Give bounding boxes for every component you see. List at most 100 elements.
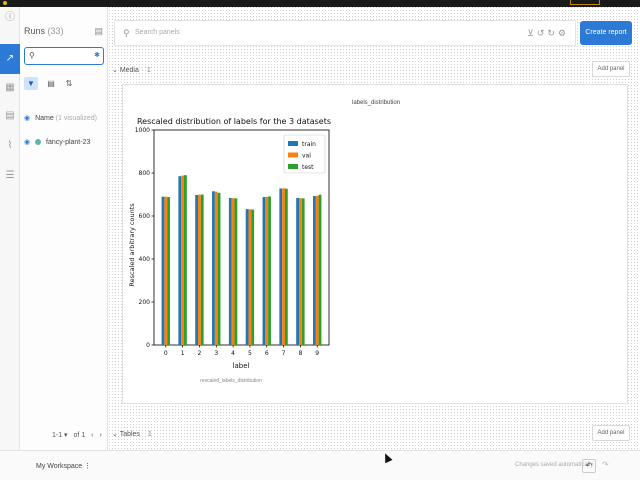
chevron-down-icon[interactable]: ⌄ <box>112 67 120 74</box>
bar-train-7 <box>279 188 283 345</box>
bar-test-2 <box>200 194 204 345</box>
x-tick-label: 1 <box>181 350 185 357</box>
bar-val-2 <box>198 194 201 345</box>
account-tab[interactable] <box>570 0 600 5</box>
bar-val-0 <box>164 196 168 345</box>
more-icon[interactable]: ⋮ <box>84 463 92 470</box>
y-tick-label: 1000 <box>135 127 150 134</box>
eye-icon[interactable]: ◉ <box>24 115 31 122</box>
charts-icon[interactable]: ↗ <box>0 44 20 74</box>
left-nav-rail: ⓘ ↗ ▦ ▤ ⌇ ☰ <box>0 7 20 450</box>
runs-sidebar: Runs (33) ▤ ⚲ ✱ ▼ ▤ ⇅ ◉ Name (1 visualiz… <box>20 7 108 450</box>
bar-test-8 <box>301 198 305 345</box>
media-panel[interactable]: labels_distribution Rescaled distributio… <box>122 84 628 404</box>
create-report-button[interactable]: Create report <box>580 21 632 45</box>
bar-test-9 <box>318 194 322 345</box>
bar-train-0 <box>161 196 165 345</box>
bar-val-1 <box>181 175 185 345</box>
bar-val-9 <box>315 195 319 345</box>
y-tick-label: 200 <box>139 299 151 306</box>
tables-section-header[interactable]: ⌄ Tables 1 <box>112 430 152 438</box>
bar-test-5 <box>251 209 255 345</box>
eye-icon[interactable]: ◉ <box>24 139 31 146</box>
legend-swatch-test <box>288 164 298 169</box>
bar-train-9 <box>313 196 316 345</box>
database-icon[interactable]: ☰ <box>5 170 15 181</box>
legend-swatch-val <box>288 152 298 158</box>
bar-train-2 <box>195 194 199 345</box>
sort-icon[interactable]: ⇅ <box>65 79 73 88</box>
x-tick-label: 8 <box>298 350 302 357</box>
media-section-header[interactable]: ⌄ Media 1 <box>112 66 151 74</box>
x-axis-icon[interactable]: ⊻ <box>527 28 537 38</box>
bar-val-5 <box>248 209 252 345</box>
bar-test-6 <box>268 196 271 345</box>
add-panel-button[interactable]: Add panel <box>592 425 630 441</box>
bar-train-4 <box>228 197 232 345</box>
add-panel-button[interactable]: Add panel <box>592 61 630 77</box>
workspace-name[interactable]: My Workspace <box>36 463 83 470</box>
run-row[interactable]: ◉ fancy-plant-23 <box>24 138 90 146</box>
chart-legend: train val test <box>283 134 326 174</box>
tables-count: 1 <box>147 431 152 438</box>
bar-chart: Rescaled distribution of labels for the … <box>128 117 331 370</box>
undo-icon[interactable]: ↶ <box>582 459 596 473</box>
x-tick-label: 6 <box>265 350 269 357</box>
runs-title: Runs <box>24 26 46 36</box>
x-axis-label: label <box>233 362 250 370</box>
filter-icon[interactable]: ▼ <box>24 77 38 90</box>
table-icon[interactable]: ▦ <box>5 82 15 93</box>
run-name[interactable]: fancy-plant-23 <box>46 139 91 146</box>
y-tick-label: 0 <box>146 342 150 349</box>
redo-icon[interactable]: ↻ <box>547 28 558 38</box>
x-ticks-group: 0 1 2 3 4 5 6 7 8 9 <box>164 345 319 357</box>
regex-icon[interactable]: ✱ <box>94 52 100 59</box>
legend-label-train: train <box>302 141 316 148</box>
name-column-header[interactable]: ◉ Name (1 visualized) <box>24 114 97 122</box>
panel-search-placeholder: Search panels <box>135 29 180 36</box>
search-icon: ⚲ <box>123 28 130 38</box>
runs-count: (33) <box>47 26 64 36</box>
name-label: Name <box>35 115 54 122</box>
y-ticks-group: 0 200 400 600 800 1000 <box>135 127 154 349</box>
bar-train-6 <box>262 197 266 345</box>
settings-icon[interactable]: ⚙ <box>557 28 569 38</box>
bar-val-3 <box>214 191 218 345</box>
legend-swatch-train <box>288 141 298 146</box>
info-icon[interactable]: ⓘ <box>5 12 15 23</box>
bar-train-5 <box>245 209 249 345</box>
bar-val-4 <box>231 198 235 345</box>
page-total: of 1 <box>73 432 86 439</box>
collapse-sidebar-icon[interactable]: ▤ <box>94 26 103 36</box>
brush-icon[interactable]: ⌇ <box>7 140 13 151</box>
pagination: 1-1 ▾ of 1 ‹ › <box>52 431 106 439</box>
next-page-icon[interactable]: › <box>99 432 102 439</box>
y-tick-label: 600 <box>139 213 151 220</box>
x-tick-label: 5 <box>248 350 252 357</box>
bar-test-7 <box>284 188 288 345</box>
logo-icon <box>3 1 7 5</box>
chart-title: Rescaled distribution of labels for the … <box>137 117 331 126</box>
clipboard-icon[interactable]: ▤ <box>5 110 15 121</box>
workspace-selector[interactable]: My Workspace ⋮ <box>36 462 91 470</box>
panel-search-bar[interactable]: ⚲ Search panels ⊻↺↻⚙ <box>114 20 576 46</box>
top-strip <box>0 0 640 7</box>
bar-test-1 <box>184 175 187 345</box>
prev-page-icon[interactable]: ‹ <box>91 432 94 439</box>
media-label: Media <box>119 67 139 74</box>
undo-zoom-icon[interactable]: ↺ <box>536 28 548 38</box>
chevron-down-icon[interactable]: ⌄ <box>112 431 120 438</box>
x-tick-label: 0 <box>164 350 168 357</box>
media-count: 1 <box>146 67 151 74</box>
panel-title: labels_distribution <box>351 100 401 106</box>
group-icon[interactable]: ▤ <box>47 79 55 88</box>
page-size-select[interactable]: 1-1 ▾ <box>52 432 68 439</box>
toolbar-icons: ⊻↺↻⚙ <box>527 28 569 39</box>
bar-train-1 <box>178 176 182 345</box>
run-color-swatch[interactable] <box>35 139 42 146</box>
runs-search-input[interactable]: ⚲ ✱ <box>24 47 104 65</box>
bar-test-0 <box>167 197 170 345</box>
bar-test-3 <box>217 192 221 345</box>
tables-label: Tables <box>119 431 140 438</box>
redo-icon[interactable]: ↷ <box>602 460 609 469</box>
